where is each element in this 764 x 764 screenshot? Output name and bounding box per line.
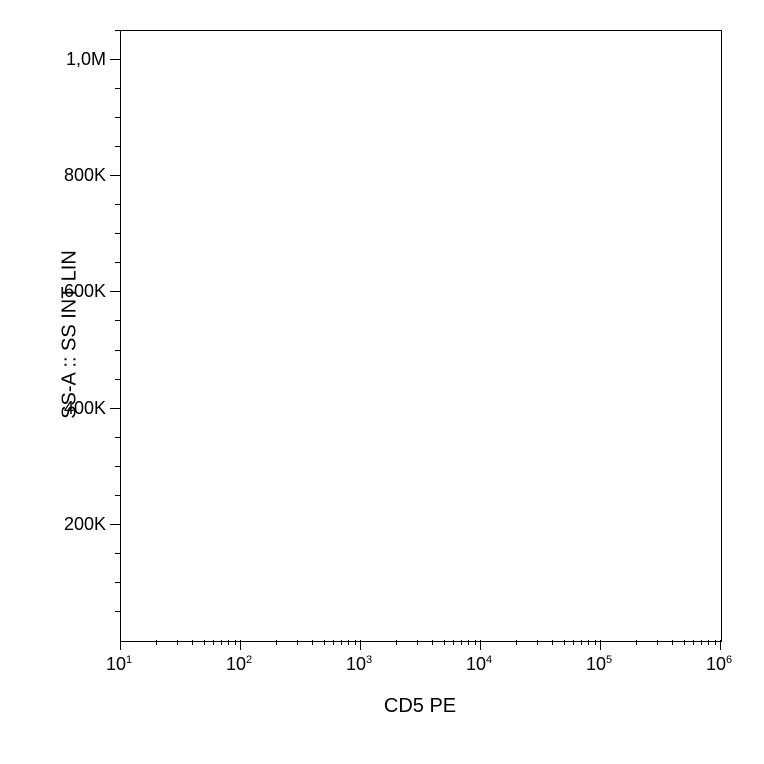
x-tick-minor — [324, 640, 325, 645]
x-tick-major — [240, 640, 241, 650]
y-tick-minor — [115, 350, 120, 351]
x-tick-minor — [444, 640, 445, 645]
x-tick-minor — [348, 640, 349, 645]
x-tick-label: 101 — [106, 654, 132, 675]
x-tick-minor — [453, 640, 454, 645]
x-tick-minor — [475, 640, 476, 645]
x-tick-major — [600, 640, 601, 650]
x-tick-label: 102 — [226, 654, 252, 675]
x-tick-minor — [228, 640, 229, 645]
flow-cytometry-chart: 101102103104105106200K400K600K800K1,0M C… — [0, 0, 764, 764]
x-tick-minor — [156, 640, 157, 645]
x-tick-label: 103 — [346, 654, 372, 675]
x-tick-minor — [204, 640, 205, 645]
x-tick-minor — [341, 640, 342, 645]
x-tick-minor — [312, 640, 313, 645]
x-tick-minor — [573, 640, 574, 645]
y-tick-minor — [115, 379, 120, 380]
x-tick-minor — [657, 640, 658, 645]
y-tick-minor — [115, 553, 120, 554]
plot-border — [120, 30, 722, 642]
x-tick-minor — [221, 640, 222, 645]
x-tick-minor — [192, 640, 193, 645]
x-tick-minor — [333, 640, 334, 645]
x-tick-minor — [595, 640, 596, 645]
x-tick-minor — [708, 640, 709, 645]
x-tick-minor — [715, 640, 716, 645]
y-tick-minor — [115, 117, 120, 118]
x-tick-minor — [564, 640, 565, 645]
x-tick-minor — [552, 640, 553, 645]
x-tick-minor — [516, 640, 517, 645]
y-tick-minor — [115, 582, 120, 583]
y-tick-minor — [115, 262, 120, 263]
y-tick-major — [110, 408, 120, 409]
x-tick-minor — [537, 640, 538, 645]
y-tick-minor — [115, 146, 120, 147]
x-tick-minor — [701, 640, 702, 645]
x-tick-minor — [684, 640, 685, 645]
x-tick-minor — [417, 640, 418, 645]
x-tick-minor — [213, 640, 214, 645]
y-tick-label: 200K — [64, 514, 106, 535]
x-tick-minor — [432, 640, 433, 645]
x-tick-minor — [276, 640, 277, 645]
y-tick-label: 800K — [64, 165, 106, 186]
x-tick-minor — [636, 640, 637, 645]
x-tick-major — [720, 640, 721, 650]
x-tick-minor — [396, 640, 397, 645]
y-tick-major — [110, 59, 120, 60]
x-tick-minor — [468, 640, 469, 645]
y-tick-minor — [115, 495, 120, 496]
x-tick-minor — [672, 640, 673, 645]
y-tick-minor — [115, 320, 120, 321]
x-tick-major — [120, 640, 121, 650]
x-tick-major — [360, 640, 361, 650]
y-tick-minor — [115, 611, 120, 612]
x-tick-minor — [581, 640, 582, 645]
x-tick-minor — [693, 640, 694, 645]
x-tick-minor — [177, 640, 178, 645]
x-tick-label: 106 — [706, 654, 732, 675]
x-tick-major — [480, 640, 481, 650]
x-tick-minor — [235, 640, 236, 645]
y-tick-minor — [115, 204, 120, 205]
y-tick-minor — [115, 233, 120, 234]
x-tick-minor — [461, 640, 462, 645]
y-tick-minor — [115, 466, 120, 467]
y-axis-title: SS-A :: SS INT LIN — [59, 225, 82, 445]
x-tick-label: 105 — [586, 654, 612, 675]
y-tick-label: 1,0M — [66, 49, 106, 70]
y-tick-minor — [115, 88, 120, 89]
x-tick-label: 104 — [466, 654, 492, 675]
x-tick-minor — [355, 640, 356, 645]
x-axis-title: CD5 PE — [360, 695, 480, 718]
y-tick-major — [110, 175, 120, 176]
x-tick-minor — [588, 640, 589, 645]
y-tick-minor — [115, 30, 120, 31]
x-tick-minor — [297, 640, 298, 645]
y-tick-major — [110, 524, 120, 525]
y-tick-minor — [115, 437, 120, 438]
y-tick-major — [110, 291, 120, 292]
